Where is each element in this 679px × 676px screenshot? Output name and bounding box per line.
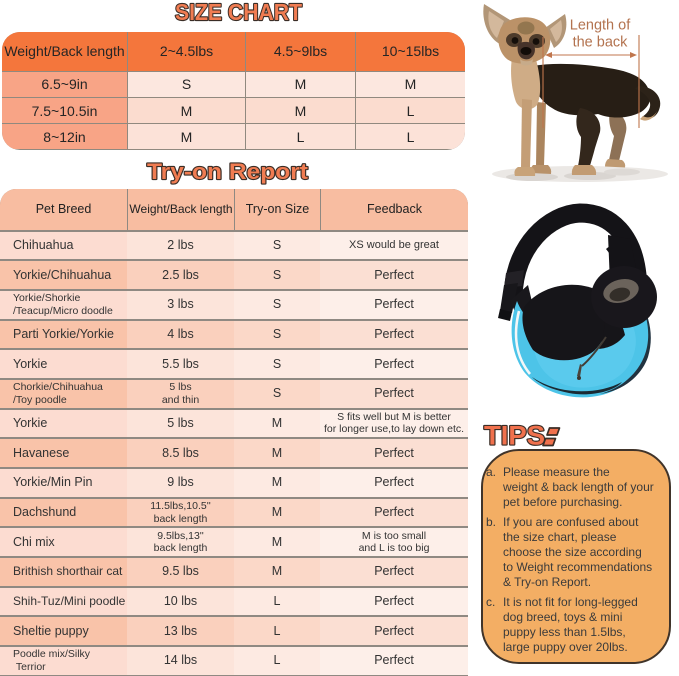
- svg-text:Try-on Report: Try-on Report: [147, 159, 309, 184]
- svg-text:the back: the back: [573, 35, 629, 51]
- svg-text:TIPS: TIPS: [484, 421, 545, 451]
- svg-text:Length of: Length of: [570, 18, 631, 34]
- svg-text:SIZE CHART: SIZE CHART: [175, 0, 302, 25]
